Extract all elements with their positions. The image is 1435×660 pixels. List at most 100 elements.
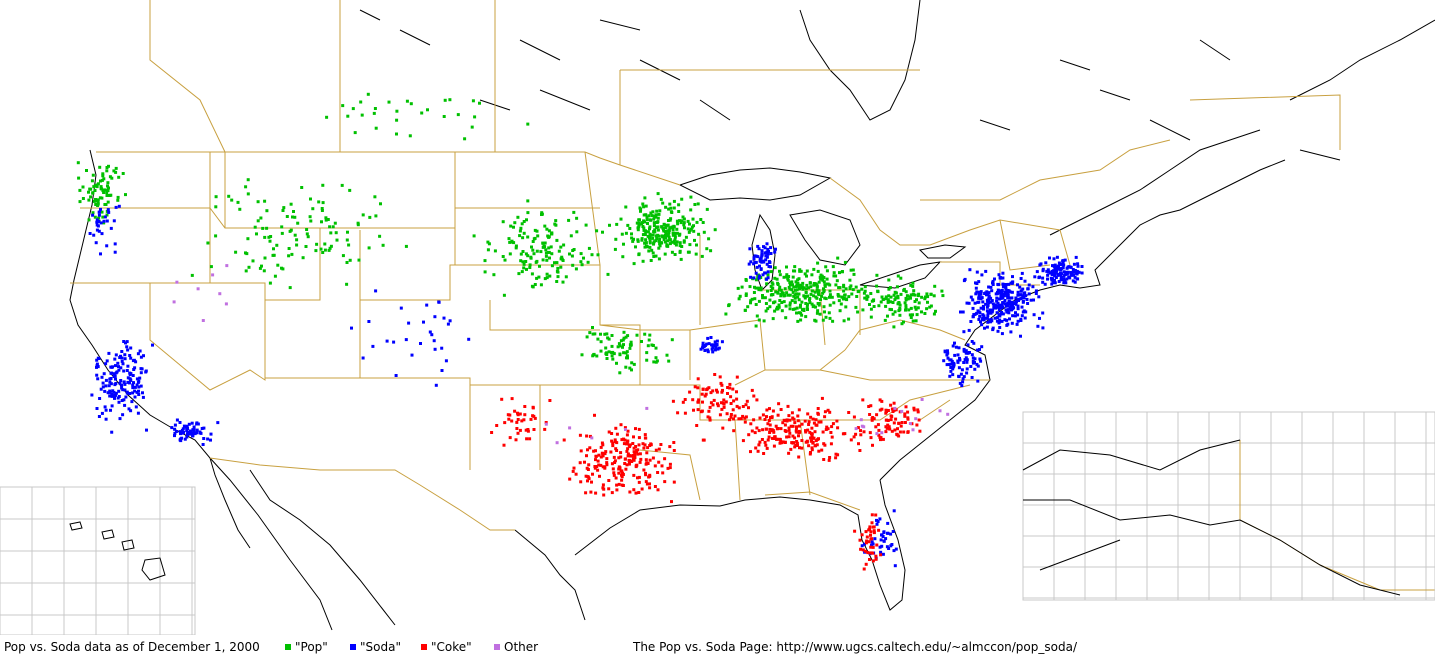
pop-point	[544, 248, 548, 252]
pop-point	[628, 227, 632, 230]
pop-point	[359, 100, 363, 104]
soda-point	[1003, 302, 1007, 306]
soda-point	[137, 379, 141, 383]
pop-point	[822, 287, 825, 291]
soda-point	[1059, 276, 1063, 279]
soda-point	[102, 372, 106, 376]
soda-point	[879, 538, 883, 542]
soda-point	[1005, 318, 1009, 322]
soda-point	[968, 351, 971, 354]
pop-point	[799, 318, 803, 322]
coke-point	[898, 430, 902, 434]
other-point	[211, 273, 215, 277]
pop-point	[520, 222, 524, 226]
soda-point	[974, 286, 978, 290]
soda-point	[132, 381, 135, 385]
soda-point	[116, 361, 120, 365]
soda-point	[701, 341, 705, 345]
pop-point	[373, 107, 377, 110]
soda-point	[967, 301, 971, 305]
pop-point	[301, 256, 305, 260]
soda-point	[885, 545, 889, 549]
coke-point	[620, 475, 624, 479]
pop-point	[282, 206, 286, 210]
soda-point	[1000, 319, 1004, 323]
coke-point	[834, 456, 838, 460]
coke-point	[668, 462, 672, 466]
soda-point	[111, 365, 114, 369]
soda-point	[982, 314, 986, 318]
pop-point	[614, 237, 618, 241]
coke-point	[796, 414, 800, 418]
pop-point	[663, 252, 667, 256]
soda-point	[882, 531, 886, 534]
coke-point	[877, 433, 881, 437]
coke-point	[633, 455, 637, 459]
pop-point	[800, 313, 804, 317]
pop-point	[754, 278, 758, 282]
soda-point	[989, 296, 993, 300]
pop-point	[640, 237, 644, 241]
pop-point	[771, 282, 775, 286]
pop-point	[632, 362, 636, 366]
pop-point	[244, 185, 248, 189]
pop-point	[831, 265, 835, 269]
pop-point	[530, 284, 534, 288]
coke-point	[890, 407, 894, 411]
coke-point	[881, 437, 885, 441]
soda-point	[138, 376, 142, 380]
coke-point	[765, 446, 769, 450]
pop-point	[87, 218, 91, 222]
coke-point	[631, 457, 635, 461]
soda-point	[978, 357, 982, 361]
coke-point	[732, 399, 736, 403]
pop-point	[891, 301, 895, 304]
coke-point	[870, 418, 874, 422]
coke-point	[793, 445, 797, 449]
soda-point	[1002, 292, 1005, 296]
coke-point	[814, 423, 818, 427]
pop-point	[869, 292, 873, 295]
coke-point	[605, 457, 609, 461]
coke-point	[691, 398, 695, 402]
pop-point	[693, 238, 696, 242]
other-point	[875, 432, 879, 436]
pop-point	[694, 252, 698, 256]
pop-point	[688, 229, 692, 232]
coke-point	[868, 431, 872, 435]
pop-point	[631, 239, 635, 243]
soda-point	[958, 381, 962, 385]
coke-point	[762, 452, 766, 455]
pop-point	[610, 334, 614, 337]
pop-point	[928, 305, 932, 309]
soda-point	[126, 348, 130, 352]
coke-point	[774, 424, 778, 428]
coke-point	[817, 437, 820, 441]
soda-point	[766, 252, 770, 256]
soda-point	[113, 394, 117, 397]
coke-point	[739, 417, 743, 421]
soda-point	[766, 247, 770, 251]
pop-point	[664, 236, 668, 240]
pop-point	[941, 294, 945, 298]
pop-point	[255, 232, 258, 236]
soda-point	[170, 426, 174, 430]
soda-point	[1050, 282, 1054, 286]
coke-point	[661, 471, 665, 475]
coke-point	[693, 385, 697, 389]
coke-point	[649, 443, 653, 447]
pop-point	[518, 229, 522, 233]
pop-point	[95, 185, 99, 189]
coke-point	[763, 418, 767, 421]
coke-point	[713, 373, 717, 376]
coke-point	[869, 530, 873, 534]
coke-point	[791, 434, 795, 438]
pop-point	[792, 285, 796, 289]
soda-point	[201, 443, 205, 446]
soda-point	[968, 268, 972, 272]
pop-point	[525, 267, 528, 271]
pop-point	[851, 288, 855, 292]
pop-point	[670, 240, 674, 244]
soda-point	[1072, 270, 1076, 274]
coke-point	[625, 463, 629, 467]
